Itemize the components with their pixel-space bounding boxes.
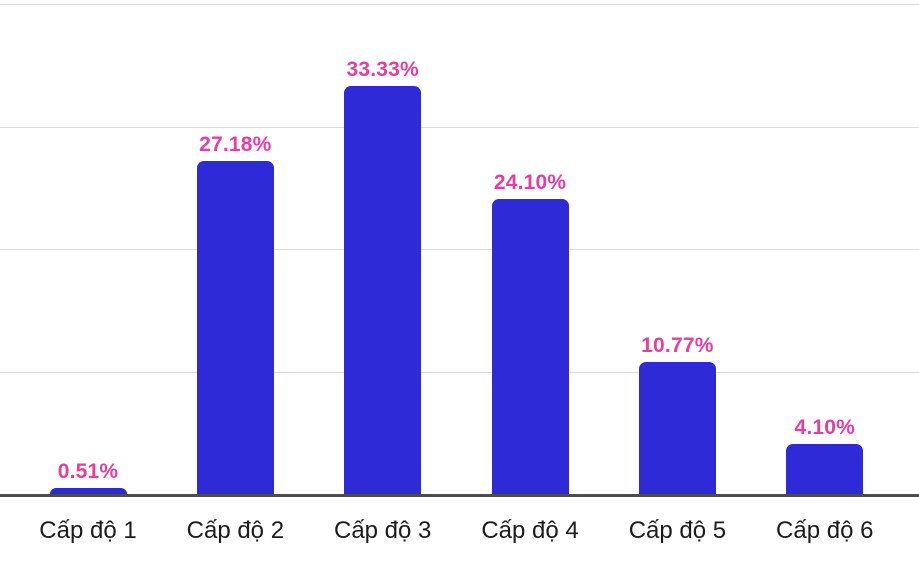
x-axis-label-level-6: Cấp độ 6 [776,517,874,544]
bar-level-1 [49,487,127,494]
bar-level-3 [344,85,422,494]
value-label-level-6: 4.10% [794,415,856,439]
gridline-30-percent [0,126,919,128]
x-axis-label-level-5: Cấp độ 5 [628,517,727,544]
x-axis-label-level-4: Cấp độ 4 [481,517,579,544]
value-label-level-4: 24.10% [493,170,567,194]
x-axis-label-level-2: Cấp độ 2 [186,517,285,544]
value-label-level-3: 33.33% [346,57,419,81]
value-label-level-5: 10.77% [641,334,714,358]
bar-level-5 [638,362,716,494]
gridline-10-percent [0,371,919,373]
gridline-20-percent [0,249,919,250]
value-label-level-1: 0.51% [57,459,119,483]
bar-level-4 [491,198,569,494]
value-label-level-2: 27.18% [199,133,272,157]
x-axis-label-level-3: Cấp độ 3 [333,517,432,544]
bar-level-2 [196,161,274,494]
x-axis-line [0,494,919,497]
gridline-40-percent [0,4,919,5]
bar-level-6 [786,443,864,494]
x-axis-label-level-1: Cấp độ 1 [39,517,137,544]
